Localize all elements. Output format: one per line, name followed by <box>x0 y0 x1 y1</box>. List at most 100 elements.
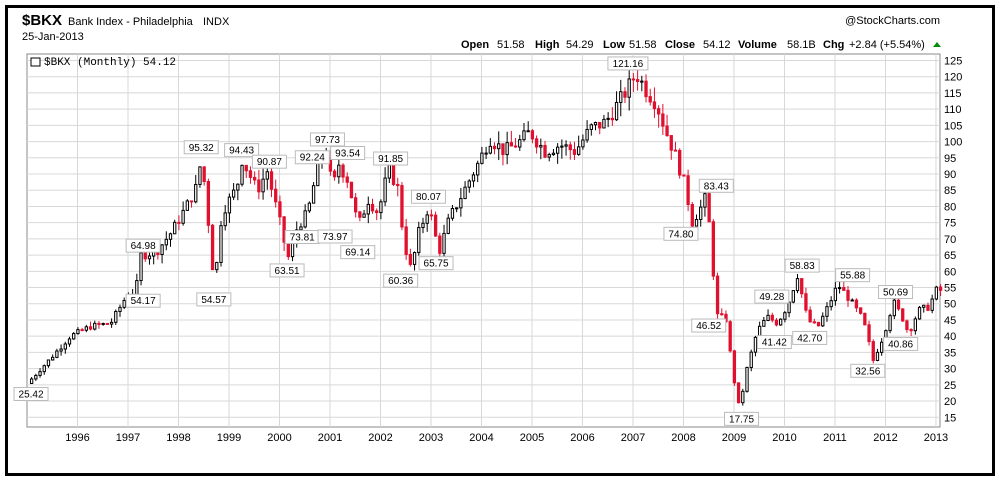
x-tick-label: 2010 <box>772 432 796 444</box>
candle-body <box>699 206 703 220</box>
candle-body <box>926 304 930 311</box>
annotation-box <box>792 330 828 345</box>
candle-body <box>67 338 72 345</box>
candle-body <box>223 212 227 227</box>
candle-body <box>349 181 354 199</box>
annotation-box <box>183 140 219 155</box>
candle-body <box>265 171 269 180</box>
candle-body <box>51 356 55 361</box>
candle-body <box>412 252 417 265</box>
candle-body <box>568 144 572 151</box>
candle-body <box>303 210 307 228</box>
candle-body <box>880 341 884 353</box>
x-tick-label: 1996 <box>65 432 89 444</box>
y-tick-label: 20 <box>944 396 956 408</box>
date-label: 25-Jan-2013 <box>22 31 84 43</box>
x-tick-label: 2006 <box>570 432 594 444</box>
candle-body <box>585 128 589 141</box>
candle-body <box>379 201 383 214</box>
candle-body <box>307 202 312 212</box>
annotation-label: 93.54 <box>335 149 360 160</box>
candle-body <box>471 174 476 182</box>
candle-body <box>602 118 606 129</box>
candle-body <box>93 322 97 330</box>
annotation-box <box>294 150 330 165</box>
candle-body <box>425 214 429 224</box>
candle-body <box>84 326 88 331</box>
candle-body <box>231 189 236 198</box>
annotation-label: 40.86 <box>888 339 913 350</box>
candle-body <box>215 261 219 271</box>
candle-body <box>505 142 509 156</box>
candle-body <box>837 287 842 290</box>
x-tick-label: 2012 <box>873 432 897 444</box>
candle-body <box>484 152 488 155</box>
candle-body <box>341 164 345 178</box>
candle-body <box>311 185 316 204</box>
candle-body <box>888 315 892 332</box>
candle-body <box>825 306 829 317</box>
candle-body <box>791 290 795 303</box>
candle-body <box>88 326 93 330</box>
candle-body <box>269 171 274 190</box>
candle-body <box>627 78 631 98</box>
candle-body <box>652 101 657 110</box>
candle-body <box>934 286 939 300</box>
annotation-box <box>883 336 919 351</box>
annotation-label: 63.51 <box>275 266 300 277</box>
candle-body <box>762 319 766 327</box>
annotation-box <box>418 256 454 271</box>
annotation-box <box>698 178 734 193</box>
x-tick-label: 2001 <box>318 432 342 444</box>
candle-body <box>850 299 854 302</box>
candle-body <box>804 293 808 311</box>
candle-body <box>673 149 678 152</box>
y-tick-label: 120 <box>944 72 962 84</box>
candle-body <box>358 211 362 218</box>
candle-body <box>105 322 110 325</box>
annotation-box <box>224 143 260 158</box>
chg-label: Chg <box>823 39 844 51</box>
candle-body <box>619 91 623 103</box>
candle-body <box>539 144 543 148</box>
y-tick-label: 15 <box>944 412 956 424</box>
candle-body <box>896 299 901 310</box>
candle-body <box>644 80 648 98</box>
candle-body <box>534 138 539 148</box>
annotation-box <box>878 285 914 300</box>
y-axis: 15 20 25 30 35 40 45 50 55 60 65 70 75 80 85 90 95 100 105… <box>944 55 962 424</box>
high-value: 54.29 <box>566 39 594 51</box>
candle-body <box>854 299 859 309</box>
candle-body <box>198 166 202 185</box>
candle-body <box>139 252 143 282</box>
candle-body <box>353 197 358 213</box>
annotation-label: 83.43 <box>704 181 729 192</box>
candle-body <box>787 301 791 314</box>
y-tick-label: 35 <box>944 347 956 359</box>
candle-body <box>543 144 547 158</box>
y-tick-label: 65 <box>944 250 956 262</box>
chg-value: +2.84 (+5.54%) <box>849 39 925 51</box>
candle-body <box>501 143 505 156</box>
y-tick-label: 50 <box>944 299 956 311</box>
candle-body <box>417 227 421 254</box>
annotation-label: 25.42 <box>19 389 44 400</box>
candle-body <box>720 313 724 316</box>
candle-body <box>732 350 737 384</box>
candle-body <box>530 130 535 140</box>
candle-body <box>72 333 76 340</box>
candle-body <box>829 300 833 308</box>
x-tick-label: 2003 <box>419 432 443 444</box>
annotation-box <box>835 268 871 283</box>
y-tick-label: 115 <box>944 88 962 100</box>
candle-body <box>488 145 492 154</box>
candle-body <box>332 170 337 178</box>
candle-body <box>362 213 366 218</box>
index-name: Bank Index - Philadelphia <box>68 16 194 28</box>
candle-body <box>202 166 206 182</box>
candle-body <box>707 193 711 223</box>
y-tick-label: 45 <box>944 315 956 327</box>
y-tick-label: 105 <box>944 120 962 132</box>
candle-body <box>383 177 387 203</box>
